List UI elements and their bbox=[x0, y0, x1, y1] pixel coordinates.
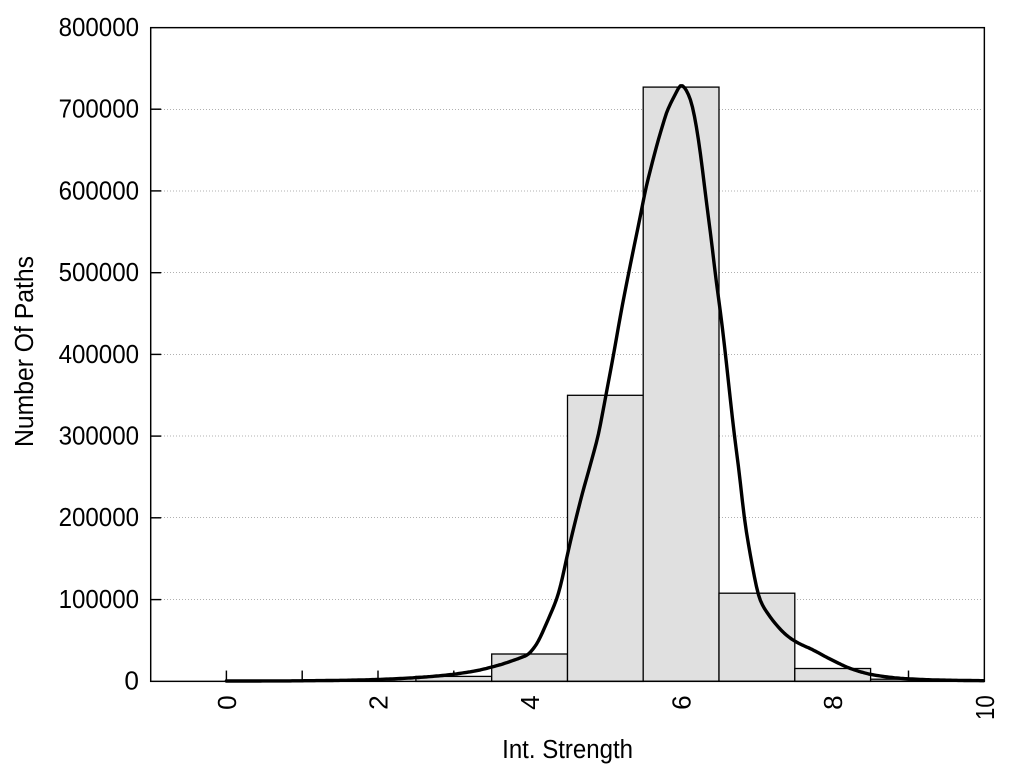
svg-text:600000: 600000 bbox=[59, 175, 139, 205]
svg-text:400000: 400000 bbox=[59, 339, 139, 369]
svg-text:2: 2 bbox=[363, 695, 393, 710]
svg-text:200000: 200000 bbox=[59, 502, 139, 532]
svg-text:800000: 800000 bbox=[59, 12, 139, 42]
svg-text:4: 4 bbox=[515, 695, 545, 710]
svg-text:Int. Strength: Int. Strength bbox=[502, 734, 633, 764]
svg-text:8: 8 bbox=[818, 695, 848, 710]
svg-text:Number Of Paths: Number Of Paths bbox=[9, 256, 39, 447]
svg-text:100000: 100000 bbox=[59, 584, 139, 614]
svg-text:500000: 500000 bbox=[59, 257, 139, 287]
svg-text:700000: 700000 bbox=[59, 94, 139, 124]
svg-text:0: 0 bbox=[124, 666, 139, 696]
svg-text:0: 0 bbox=[212, 695, 242, 710]
svg-text:6: 6 bbox=[667, 695, 697, 710]
svg-text:300000: 300000 bbox=[59, 421, 139, 451]
svg-text:10: 10 bbox=[970, 695, 1000, 720]
